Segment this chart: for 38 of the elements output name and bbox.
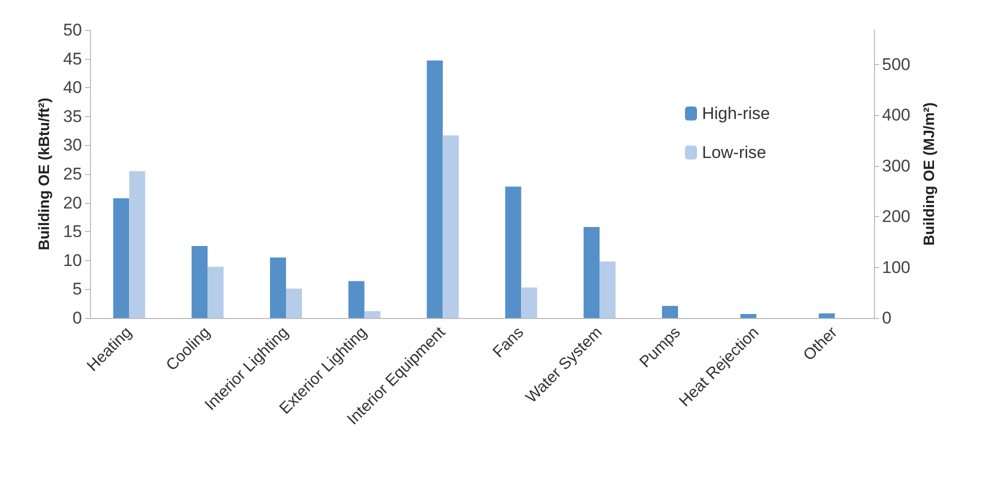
bar bbox=[740, 314, 756, 318]
bar bbox=[600, 262, 616, 318]
bar bbox=[364, 311, 380, 318]
y2-tick-label: 500 bbox=[882, 54, 910, 74]
y2-tick-label: 200 bbox=[882, 207, 910, 226]
y-tick-label: 15 bbox=[63, 222, 82, 242]
bar bbox=[286, 288, 302, 318]
y-tick-label: 25 bbox=[63, 164, 82, 184]
y-tick-label: 20 bbox=[63, 193, 82, 212]
legend-label: Low-rise bbox=[702, 143, 766, 162]
bar bbox=[442, 135, 459, 318]
y2-tick-label: 100 bbox=[882, 258, 910, 277]
bar bbox=[426, 60, 443, 318]
bar bbox=[521, 287, 538, 318]
bar bbox=[270, 258, 286, 318]
bar bbox=[192, 246, 208, 318]
bar bbox=[662, 306, 678, 318]
y-tick-label: 35 bbox=[63, 106, 82, 126]
y-tick-label: 45 bbox=[63, 49, 82, 68]
bar bbox=[208, 266, 224, 318]
y2-axis-title: Building OE (MJ/m²) bbox=[921, 102, 938, 246]
bar bbox=[129, 171, 146, 318]
y-tick-label: 40 bbox=[63, 78, 82, 98]
y-tick-label: 10 bbox=[63, 250, 82, 270]
y-tick-label: 30 bbox=[63, 136, 82, 155]
bar bbox=[505, 186, 522, 318]
bar bbox=[348, 281, 364, 318]
bar bbox=[584, 226, 600, 318]
bar bbox=[113, 198, 130, 318]
y-axis-title: Building OE (kBtu/ft²) bbox=[36, 98, 54, 250]
y2-tick-label: 0 bbox=[882, 308, 892, 328]
y-tick-label: 50 bbox=[63, 20, 82, 40]
y2-tick-label: 300 bbox=[882, 156, 910, 176]
bar bbox=[818, 313, 835, 318]
legend-label: High-rise bbox=[702, 104, 770, 123]
y2-tick-label: 400 bbox=[882, 106, 910, 125]
y-tick-label: 0 bbox=[72, 308, 82, 328]
y-tick-label: 5 bbox=[72, 280, 82, 299]
